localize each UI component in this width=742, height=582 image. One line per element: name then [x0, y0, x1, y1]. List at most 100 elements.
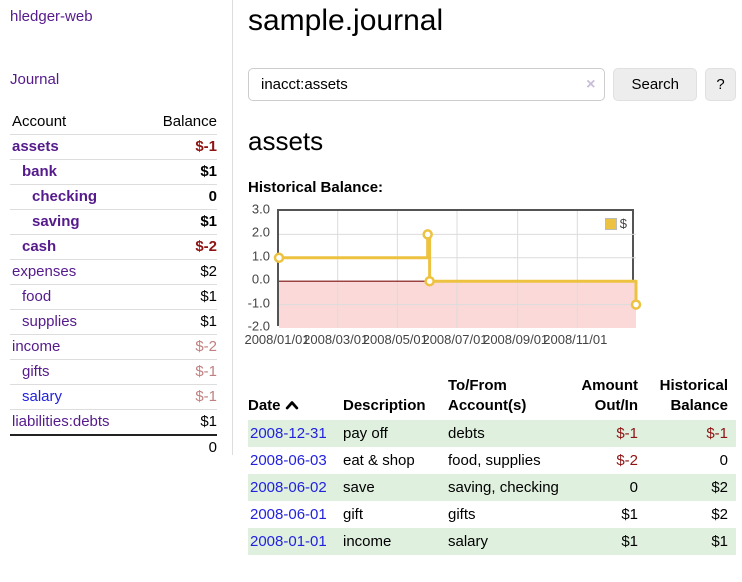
account-link[interactable]: saving — [32, 213, 80, 230]
register-date-link[interactable]: 2008-06-01 — [250, 506, 327, 523]
legend-label: $ — [619, 216, 627, 231]
register-header-amount: Amount Out/In — [581, 377, 638, 414]
register-header-date-label: Date — [248, 397, 281, 414]
register-amount: $-2 — [616, 452, 638, 469]
app-title-link[interactable]: hledger-web — [10, 8, 93, 25]
account-link[interactable]: gifts — [22, 363, 50, 380]
register-accounts: salary — [448, 533, 489, 550]
register-accounts: food, supplies — [448, 452, 541, 469]
register-accounts: saving, checking — [448, 479, 559, 496]
account-balance: $1 — [200, 213, 217, 230]
account-balance: $1 — [200, 288, 217, 305]
register-amount: $-1 — [616, 425, 638, 442]
register-amount: 0 — [629, 479, 638, 496]
account-link[interactable]: income — [12, 338, 61, 355]
register-accounts: debts — [448, 425, 485, 442]
x-axis-labels: 2008/01/01 2008/03/01 2008/05/01 2008/07/01… — [244, 332, 634, 349]
register-balance: 0 — [719, 452, 728, 469]
register-header-description: Description — [343, 397, 426, 414]
register-amount: $1 — [621, 506, 638, 523]
account-row: gifts $-1 — [10, 359, 217, 385]
account-row: assets $-1 — [10, 134, 217, 160]
register-header-date[interactable]: Date — [248, 374, 343, 420]
register-body: 2008-12-31 pay off debts $-1 $-1 2008-06… — [248, 420, 736, 555]
register-row[interactable]: 2008-12-31 pay off debts $-1 $-1 — [248, 420, 736, 447]
account-row: income $-2 — [10, 334, 217, 360]
register-date-link[interactable]: 2008-06-03 — [250, 452, 327, 469]
register-row[interactable]: 2008-06-01 gift gifts $1 $2 — [248, 501, 736, 528]
y-tick-label: 0.0 — [251, 271, 270, 287]
account-heading: assets — [248, 126, 324, 156]
accounts-header-row: Account Balance — [10, 110, 217, 135]
account-balance: $-1 — [195, 388, 217, 405]
legend-color-swatch — [604, 217, 617, 230]
register-balance: $2 — [711, 506, 728, 523]
y-tick-label: 1.0 — [251, 248, 270, 264]
x-tick-label: 2008/07/01 — [422, 332, 488, 347]
account-link[interactable]: salary — [22, 388, 63, 405]
register-description: save — [343, 479, 375, 496]
register-row[interactable]: 2008-06-02 save saving, checking 0 $2 — [248, 474, 736, 501]
chart-legend: $ — [604, 216, 627, 231]
register-row[interactable]: 2008-01-01 income salary $1 $1 — [248, 528, 736, 555]
page-title: sample.journal — [248, 4, 444, 37]
accounts-header-balance: Balance — [142, 110, 217, 135]
account-link[interactable]: bank — [22, 163, 58, 180]
x-tick-label: 2008/03/01 — [303, 332, 369, 347]
x-tick-label: 2008/09/01 — [483, 332, 549, 347]
x-tick-label: 2008/05/01 — [362, 332, 428, 347]
account-link[interactable]: liabilities:debts — [12, 413, 110, 430]
register-date-link[interactable]: 2008-01-01 — [250, 533, 327, 550]
account-row: salary $-1 — [10, 384, 217, 410]
account-balance: $-1 — [195, 138, 217, 155]
account-link[interactable]: checking — [32, 188, 98, 205]
accounts-header-account: Account — [10, 110, 143, 135]
search-input[interactable] — [248, 68, 606, 101]
accounts-total: 0 — [142, 434, 217, 460]
account-balance: 0 — [208, 188, 217, 205]
account-row: bank $1 — [10, 159, 217, 185]
register-header-balance: Historical Balance — [659, 377, 728, 414]
register-date-link[interactable]: 2008-12-31 — [250, 425, 327, 442]
account-row: food $1 — [10, 284, 217, 310]
x-tick-label: 2008/01/01 — [244, 332, 310, 347]
register-description: eat & shop — [343, 452, 415, 469]
chart-canvas — [273, 211, 642, 328]
account-balance: $-2 — [195, 338, 217, 355]
register-amount: $1 — [621, 533, 638, 550]
x-tick-label: 2008/11/01 — [543, 332, 608, 347]
account-balance: $-1 — [195, 363, 217, 380]
account-link[interactable]: supplies — [22, 313, 78, 330]
y-axis-labels: 3.0 2.0 1.0 0.0 -1.0 -2.0 — [247, 202, 275, 334]
y-tick-label: 3.0 — [251, 201, 270, 217]
account-row: cash $-2 — [10, 234, 217, 260]
search-button[interactable]: Search — [613, 68, 697, 101]
clear-search-icon[interactable]: × — [586, 75, 596, 93]
search-input-wrap: × — [248, 68, 606, 101]
sort-ascending-icon — [285, 401, 298, 410]
account-row: saving $1 — [10, 209, 217, 235]
account-link[interactable]: food — [22, 288, 52, 305]
search-help-button[interactable]: ? — [705, 68, 736, 101]
register-balance: $1 — [711, 533, 728, 550]
register-balance: $2 — [711, 479, 728, 496]
account-row: liabilities:debts $1 — [10, 409, 217, 435]
account-link[interactable]: cash — [22, 238, 57, 255]
register-description: gift — [343, 506, 364, 523]
chart-plot-area[interactable]: $ — [273, 209, 642, 328]
account-link[interactable]: expenses — [12, 263, 77, 280]
register-row[interactable]: 2008-06-03 eat & shop food, supplies $-2… — [248, 447, 736, 474]
register-accounts: gifts — [448, 506, 476, 523]
sidebar-nav: Journal — [10, 71, 217, 88]
register-date-link[interactable]: 2008-06-02 — [250, 479, 327, 496]
search-form: × Search ? — [248, 68, 736, 101]
y-tick-label: 2.0 — [251, 224, 270, 240]
register-header-accounts: To/From Account(s) — [448, 377, 527, 414]
account-row: supplies $1 — [10, 309, 217, 335]
account-balance: $1 — [200, 313, 217, 330]
nav-journal-link[interactable]: Journal — [10, 71, 60, 88]
sidebar: hledger-web Journal Account Balance asse… — [0, 0, 233, 460]
account-balance: $1 — [200, 413, 217, 430]
account-link[interactable]: assets — [12, 138, 59, 155]
y-tick-label: -1.0 — [247, 295, 270, 311]
